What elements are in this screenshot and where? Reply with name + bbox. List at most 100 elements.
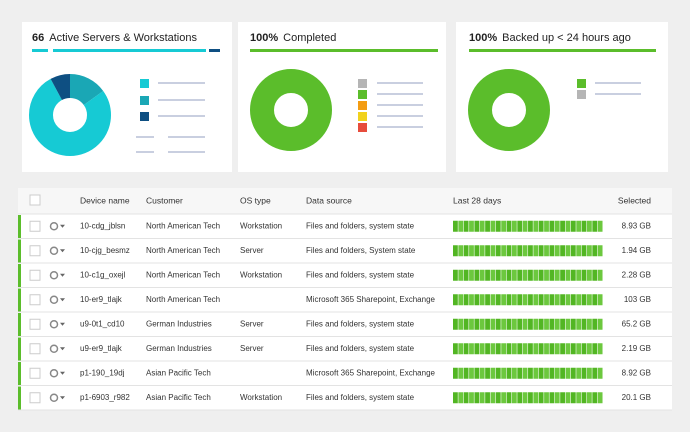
activity-cell (581, 367, 587, 379)
activity-cell (453, 392, 458, 404)
activity-cell (549, 294, 555, 306)
dropdown-caret[interactable] (60, 249, 65, 253)
dropdown-caret[interactable] (60, 298, 65, 302)
activity-cell (549, 220, 555, 232)
checkbox[interactable] (29, 367, 41, 379)
activity-cell (506, 294, 512, 306)
activity-cell (565, 269, 571, 281)
settings-icon[interactable] (49, 295, 59, 304)
activity-cell (544, 220, 549, 232)
table-cell: u9-er9_tlajk (80, 344, 123, 353)
activity-cell (533, 294, 539, 306)
activity-cell (544, 294, 549, 306)
activity-cell (592, 269, 598, 281)
activity-cell (458, 343, 464, 355)
dropdown-caret[interactable] (60, 273, 65, 277)
activity-cell (565, 318, 571, 330)
column-header: Last 28 days (453, 195, 501, 205)
activity-cell (587, 392, 592, 404)
settings-icon[interactable] (49, 271, 59, 280)
activity-cell (490, 343, 496, 355)
donut-segment (468, 69, 550, 151)
activity-cell (544, 245, 549, 257)
activity-cell (458, 269, 464, 281)
activity-cell (538, 269, 544, 281)
dropdown-caret[interactable] (60, 371, 65, 375)
table-header (18, 188, 672, 214)
activity-cell (570, 269, 576, 281)
activity-cell (592, 318, 598, 330)
dropdown-caret[interactable] (60, 396, 65, 400)
activity-cell (560, 245, 565, 257)
table-cell: 1.94 GB (622, 246, 651, 255)
activity-cell (565, 294, 571, 306)
activity-cell (533, 343, 539, 355)
checkbox[interactable] (29, 220, 41, 232)
activity-cell (544, 392, 549, 404)
activity-cell (581, 294, 587, 306)
table-cell: 103 GB (624, 295, 651, 304)
activity-cell (469, 245, 474, 257)
dropdown-caret[interactable] (60, 347, 65, 351)
donut-segment (29, 74, 111, 156)
activity-cell (565, 245, 571, 257)
activity-cell (501, 294, 507, 306)
checkbox[interactable] (29, 318, 41, 330)
activity-cell (549, 245, 555, 257)
activity-cell (495, 245, 501, 257)
activity-cell (485, 343, 490, 355)
activity-cell (501, 392, 507, 404)
activity-cell (522, 392, 528, 404)
settings-icon[interactable] (49, 246, 59, 255)
table-cell: German Industries (146, 319, 212, 328)
activity-cell (538, 392, 544, 404)
checkbox[interactable] (29, 194, 41, 206)
settings-icon[interactable] (49, 369, 59, 378)
activity-cell (463, 343, 469, 355)
checkbox[interactable] (29, 392, 41, 404)
activity-cell (522, 269, 528, 281)
activity-cell (587, 367, 592, 379)
activity-cell (554, 318, 560, 330)
activity-cell (538, 367, 544, 379)
activity-cell (522, 343, 528, 355)
activity-cell (458, 392, 464, 404)
activity-cell (485, 392, 490, 404)
activity-cell (485, 220, 490, 232)
checkbox[interactable] (29, 294, 41, 306)
activity-cell (517, 367, 523, 379)
checkbox[interactable] (29, 269, 41, 281)
settings-icon[interactable] (49, 344, 59, 353)
activity-cell (469, 367, 474, 379)
activity-cell (495, 220, 501, 232)
settings-icon[interactable] (49, 222, 59, 231)
activity-cell (506, 220, 512, 232)
settings-icon[interactable] (49, 393, 59, 402)
activity-cell (485, 294, 490, 306)
activity-cell (533, 245, 539, 257)
activity-cell (479, 269, 485, 281)
checkbox[interactable] (29, 245, 41, 257)
activity-cell (544, 269, 549, 281)
activity-cell (474, 220, 480, 232)
activity-cell (463, 318, 469, 330)
activity-cell (453, 220, 458, 232)
activity-cell (570, 220, 576, 232)
dropdown-caret[interactable] (60, 322, 65, 326)
activity-cell (522, 318, 528, 330)
activity-cell (554, 294, 560, 306)
activity-cell (490, 294, 496, 306)
dropdown-caret[interactable] (60, 224, 65, 228)
donut-segment (29, 74, 111, 156)
activity-cell (554, 392, 560, 404)
checkbox[interactable] (29, 343, 41, 355)
table-cell: North American Tech (146, 221, 220, 230)
activity-cell (495, 294, 501, 306)
table-cell: Asian Pacific Tech (146, 368, 211, 377)
activity-cell (458, 220, 464, 232)
activity-cell (576, 245, 582, 257)
activity-cell (511, 294, 517, 306)
activity-cell (458, 318, 464, 330)
settings-icon[interactable] (49, 320, 59, 329)
